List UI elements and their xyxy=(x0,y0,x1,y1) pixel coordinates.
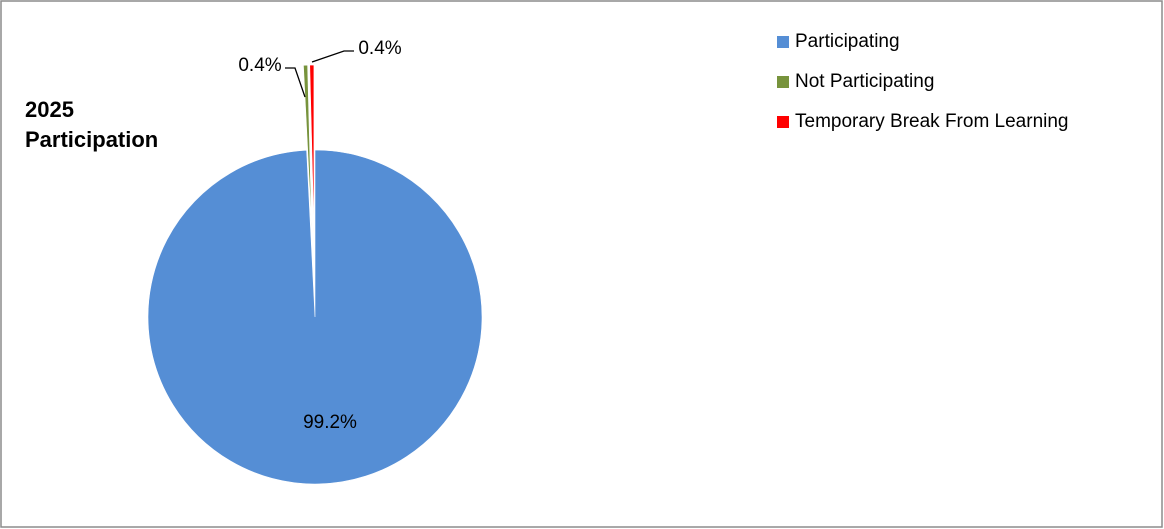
leader-line xyxy=(311,50,354,63)
pie-slice xyxy=(309,64,315,233)
pie-slice xyxy=(303,64,313,233)
legend-swatch xyxy=(777,76,789,88)
data-label: 99.2% xyxy=(303,412,357,433)
legend-label: Participating xyxy=(795,31,900,52)
legend-swatch xyxy=(777,116,789,128)
legend-label: Not Participating xyxy=(795,71,934,92)
data-label: 0.4% xyxy=(358,38,401,59)
legend-swatch xyxy=(777,36,789,48)
legend-label: Temporary Break From Learning xyxy=(795,111,1069,132)
pie-slice xyxy=(147,149,483,485)
data-label: 0.4% xyxy=(238,55,281,76)
leader-line xyxy=(285,67,306,98)
chart-title: 2025 Participation xyxy=(25,97,159,152)
